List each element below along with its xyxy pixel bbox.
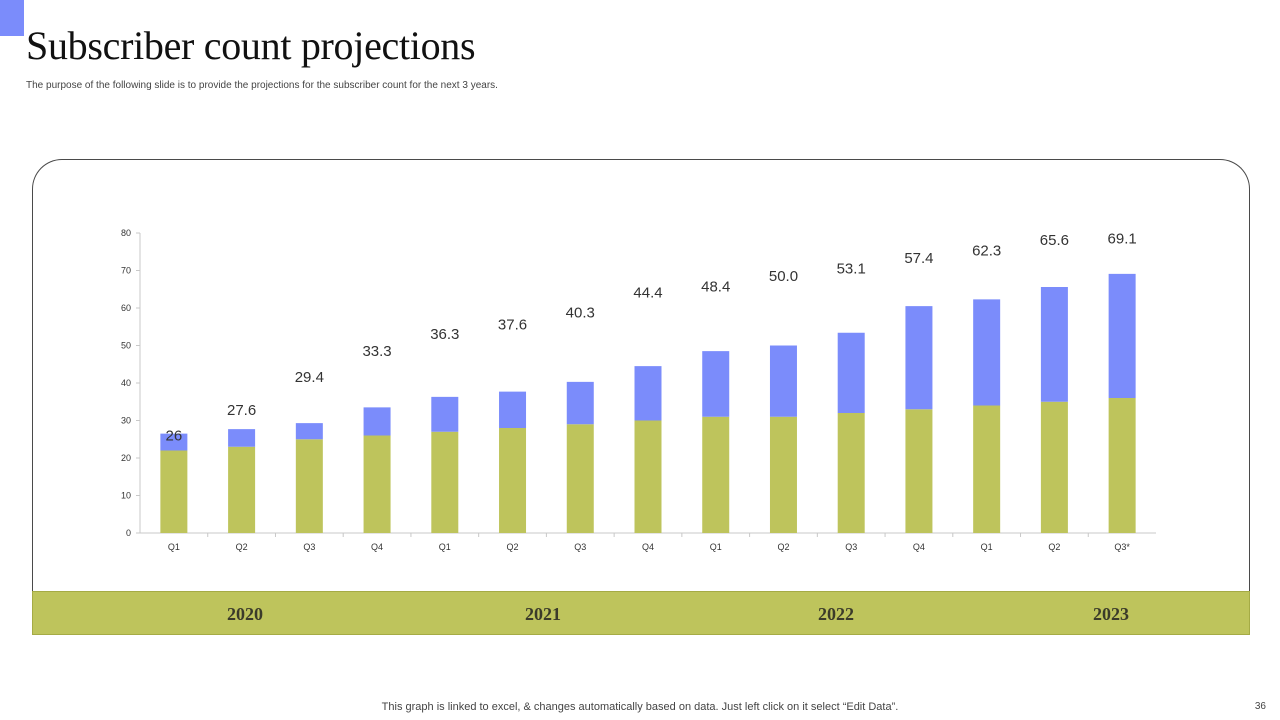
year-label-2022: 2022 bbox=[818, 604, 854, 624]
page-subtitle: The purpose of the following slide is to… bbox=[26, 80, 498, 91]
year-label-2020: 2020 bbox=[227, 604, 263, 624]
page-title: Subscriber count projections bbox=[26, 23, 476, 68]
year-label-2023: 2023 bbox=[1093, 604, 1129, 624]
year-band: 2020 2021 2022 2023 bbox=[32, 591, 1250, 635]
footer-note: This graph is linked to excel, & changes… bbox=[381, 701, 899, 713]
year-label-2021: 2021 bbox=[525, 604, 561, 624]
page-number: 36 bbox=[1254, 701, 1266, 712]
corner-accent bbox=[0, 0, 24, 36]
chart-frame bbox=[32, 159, 1250, 599]
